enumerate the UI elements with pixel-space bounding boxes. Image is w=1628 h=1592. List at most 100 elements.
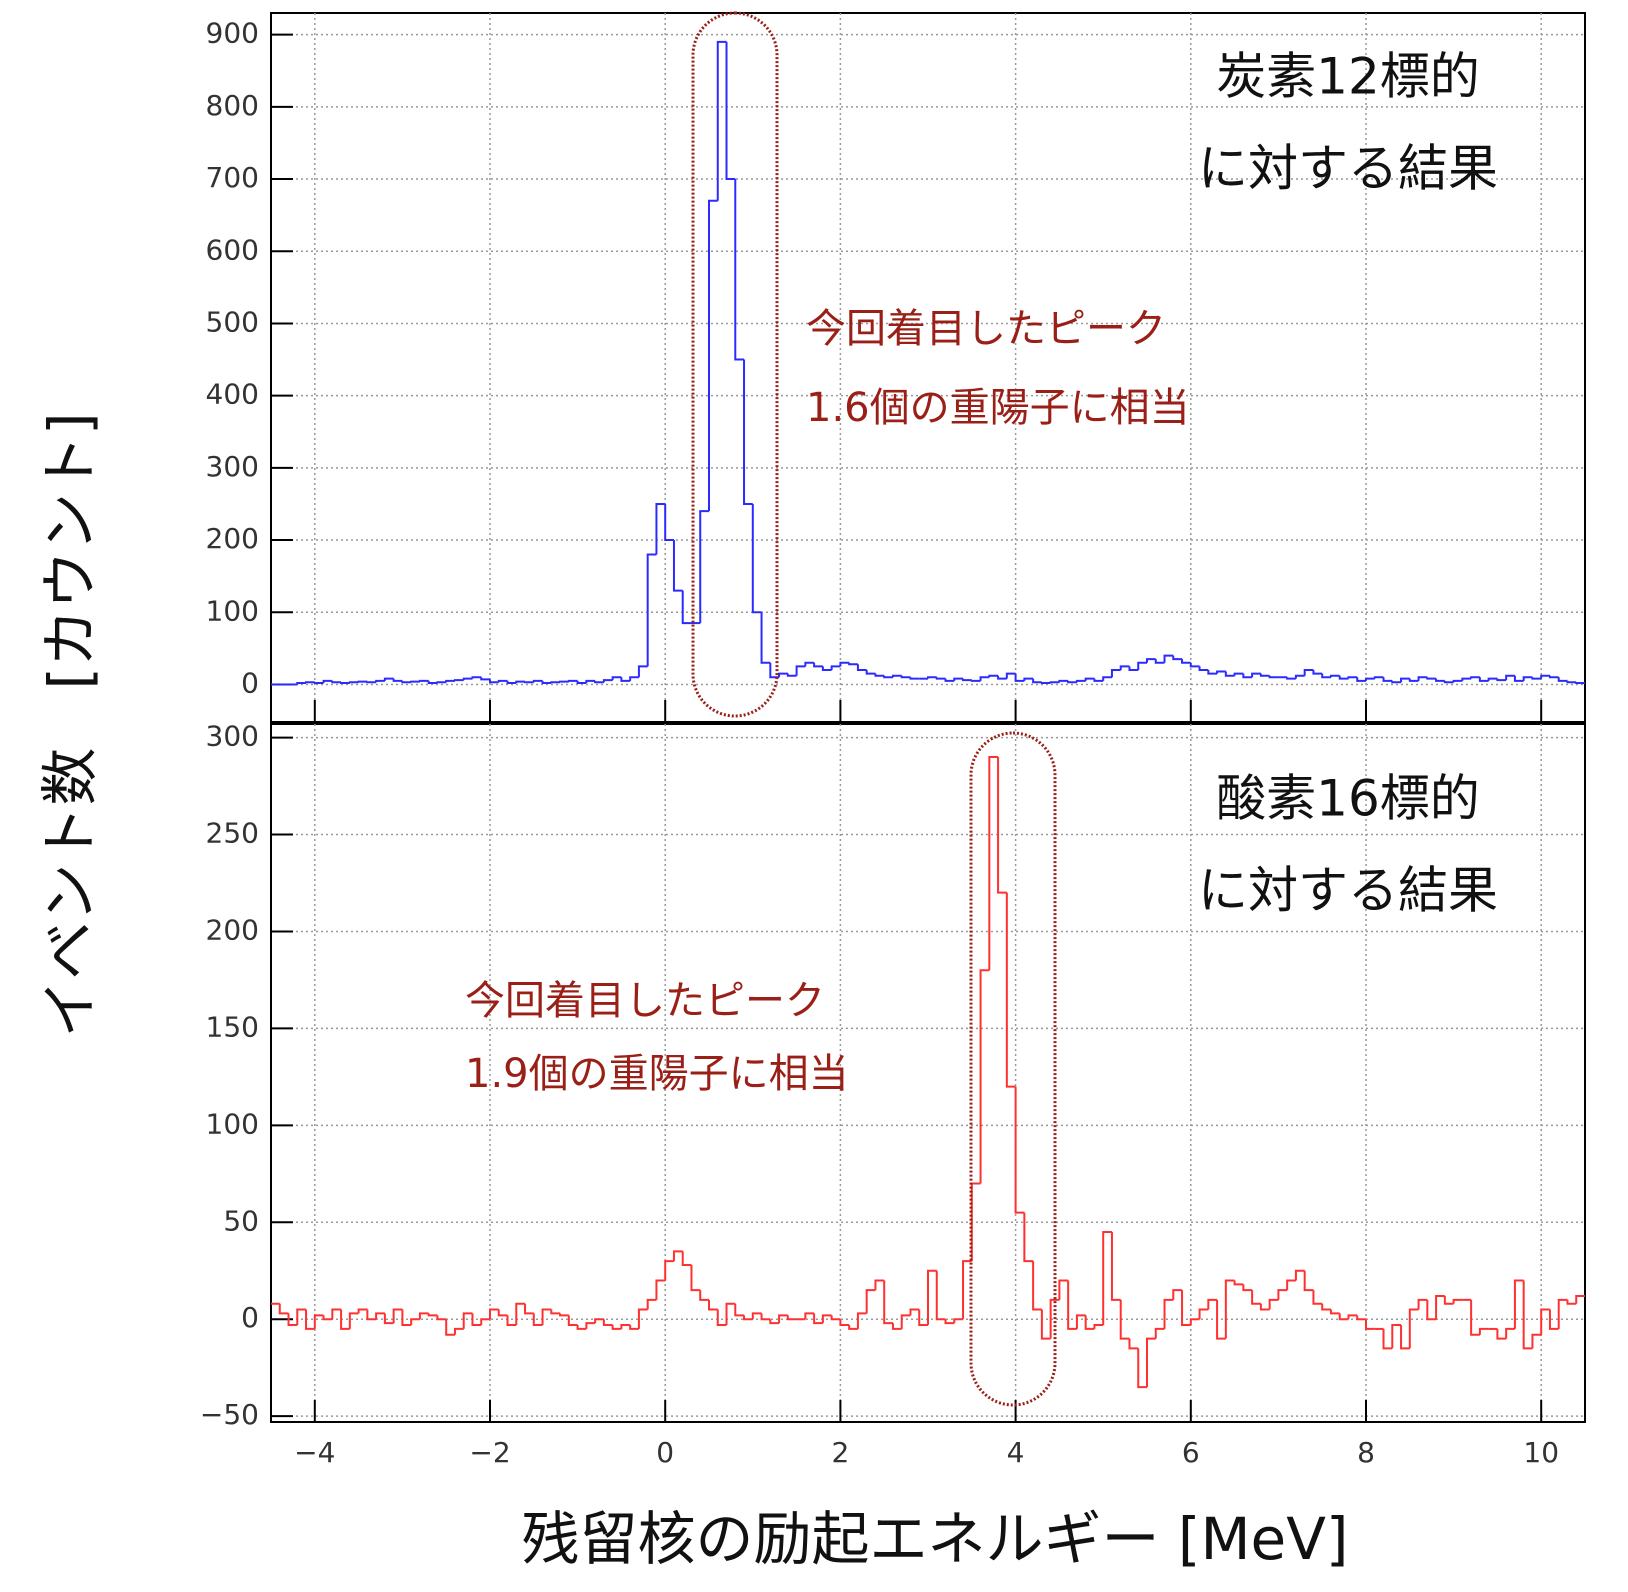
histogram-bin bbox=[506, 680, 517, 685]
x-tick-label: 2 bbox=[831, 1436, 849, 1469]
histogram-bin bbox=[1268, 675, 1279, 679]
histogram-bin bbox=[743, 1315, 753, 1321]
histogram-bin bbox=[804, 661, 815, 667]
histogram-bin bbox=[1242, 1284, 1253, 1292]
histogram-bin bbox=[489, 1308, 499, 1320]
annotation: 今回着目したピーク bbox=[465, 978, 825, 1024]
histogram-bin bbox=[427, 680, 438, 685]
histogram-bin bbox=[1242, 673, 1253, 679]
histogram-bin bbox=[1408, 678, 1419, 682]
x-tick-label: −4 bbox=[294, 1436, 335, 1469]
histogram-bin bbox=[462, 677, 473, 681]
histogram-bin bbox=[935, 1270, 946, 1321]
histogram-bin bbox=[532, 1313, 543, 1327]
histogram-bin bbox=[594, 1318, 604, 1324]
histogram-bin bbox=[1146, 658, 1156, 663]
histogram-bin bbox=[497, 679, 508, 683]
target-label: に対する結果 bbox=[1198, 140, 1498, 198]
histogram-bin bbox=[1102, 1230, 1112, 1326]
histogram-bin bbox=[1207, 1298, 1218, 1310]
histogram-bin bbox=[1382, 677, 1393, 682]
histogram-bin bbox=[1119, 1299, 1130, 1340]
histogram-bin bbox=[1391, 1324, 1402, 1349]
histogram-bin bbox=[637, 1308, 648, 1329]
histogram-bin bbox=[1198, 666, 1209, 672]
histogram-bin bbox=[839, 1319, 850, 1327]
histogram-bin bbox=[392, 1308, 403, 1324]
histogram-bin bbox=[611, 676, 622, 681]
histogram-bin bbox=[1110, 1231, 1121, 1301]
histogram-bin bbox=[1452, 679, 1463, 683]
histogram-bin bbox=[716, 1309, 727, 1327]
histogram-bin bbox=[1312, 1290, 1323, 1305]
histogram-bin bbox=[1347, 1314, 1358, 1320]
histogram-bin bbox=[1251, 672, 1261, 678]
histogram-bin bbox=[1513, 675, 1524, 682]
histogram-bin bbox=[497, 1309, 508, 1317]
x-tick-label: −2 bbox=[469, 1436, 510, 1469]
target-label: 酸素16標的 bbox=[1216, 770, 1480, 828]
histogram-bin bbox=[576, 680, 587, 685]
histogram-bin bbox=[1329, 674, 1340, 678]
target-label: に対する結果 bbox=[1198, 862, 1498, 920]
histogram-bin bbox=[1557, 1298, 1568, 1329]
histogram-bin bbox=[1172, 1289, 1183, 1300]
histogram-bin bbox=[927, 1269, 937, 1326]
histogram-bin bbox=[1040, 682, 1051, 685]
histogram-bin bbox=[1032, 678, 1042, 684]
histogram-bin bbox=[1435, 1294, 1445, 1320]
histogram-bin bbox=[340, 682, 350, 685]
histogram-bin bbox=[366, 681, 377, 684]
histogram-bin bbox=[760, 1313, 771, 1321]
histogram-bin bbox=[1400, 677, 1410, 683]
histogram-bin bbox=[664, 503, 674, 542]
histogram-bin bbox=[305, 1309, 315, 1330]
y-tick-label: −50 bbox=[200, 1398, 259, 1431]
histogram-bin bbox=[1338, 1313, 1349, 1321]
histogram-bin bbox=[594, 680, 604, 684]
histogram-bin bbox=[1172, 655, 1183, 661]
histogram-bin bbox=[699, 510, 709, 624]
histogram-bin bbox=[804, 1312, 815, 1320]
histogram-bin bbox=[1373, 676, 1384, 679]
y-tick-label: 300 bbox=[206, 450, 259, 483]
histogram-bin bbox=[410, 1318, 420, 1326]
histogram-bin bbox=[1233, 1280, 1244, 1286]
histogram-bin bbox=[1321, 1303, 1331, 1311]
histogram-bin bbox=[1049, 1298, 1060, 1339]
highlight bbox=[691, 11, 779, 718]
histogram-bin bbox=[418, 679, 429, 682]
histogram-bin bbox=[997, 756, 1007, 894]
histogram-bin bbox=[1557, 677, 1568, 682]
histogram-bin bbox=[1286, 1279, 1296, 1291]
histogram-bin bbox=[602, 1319, 613, 1327]
histogram-bin bbox=[708, 199, 718, 512]
y-tick-label: 100 bbox=[206, 1107, 259, 1140]
histogram-bin bbox=[1224, 671, 1235, 677]
histogram-bin bbox=[699, 1290, 709, 1301]
histogram-bin bbox=[366, 1309, 377, 1321]
histogram-bin bbox=[760, 612, 771, 664]
histogram-bin bbox=[1294, 674, 1305, 679]
histogram-bin bbox=[585, 1322, 596, 1329]
histogram-bin bbox=[1207, 670, 1218, 675]
histogram-bin bbox=[1443, 680, 1454, 684]
histogram-bin bbox=[375, 1312, 385, 1320]
histogram-bin bbox=[410, 680, 420, 683]
histogram-bin bbox=[550, 1309, 561, 1315]
histogram-bin bbox=[532, 679, 543, 683]
histogram-bin bbox=[1163, 654, 1174, 663]
histogram-bin bbox=[865, 670, 876, 675]
histogram-bin bbox=[1435, 678, 1445, 682]
histogram-bin bbox=[550, 681, 561, 684]
histogram-bin bbox=[1005, 892, 1016, 1088]
histogram-bin bbox=[1470, 676, 1480, 679]
histogram-bin bbox=[1303, 1270, 1314, 1292]
histogram-bin bbox=[1365, 677, 1375, 681]
histogram-bin bbox=[1154, 659, 1165, 664]
histogram-bin bbox=[1277, 1289, 1288, 1300]
annotation: 1.9個の重陽子に相当 bbox=[465, 1051, 849, 1097]
histogram-bin bbox=[305, 681, 315, 684]
histogram-bin bbox=[830, 665, 841, 671]
